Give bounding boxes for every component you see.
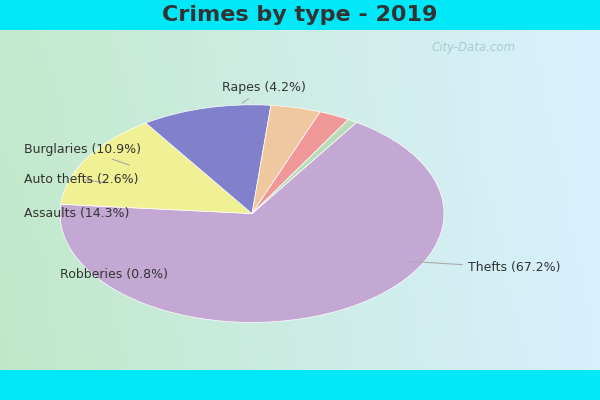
- Text: Thefts (67.2%): Thefts (67.2%): [411, 261, 560, 274]
- Wedge shape: [252, 120, 356, 214]
- Wedge shape: [252, 105, 320, 214]
- Text: Assaults (14.3%): Assaults (14.3%): [24, 207, 130, 220]
- Wedge shape: [252, 112, 349, 214]
- Text: Burglaries (10.9%): Burglaries (10.9%): [24, 142, 141, 165]
- Text: City-Data.com: City-Data.com: [432, 42, 516, 54]
- Text: Auto thefts (2.6%): Auto thefts (2.6%): [24, 173, 139, 186]
- Text: Robberies (0.8%): Robberies (0.8%): [60, 265, 168, 281]
- Text: Crimes by type - 2019: Crimes by type - 2019: [163, 5, 437, 25]
- Wedge shape: [146, 105, 271, 214]
- Text: Rapes (4.2%): Rapes (4.2%): [222, 81, 306, 103]
- Wedge shape: [60, 122, 444, 322]
- Wedge shape: [61, 123, 252, 214]
